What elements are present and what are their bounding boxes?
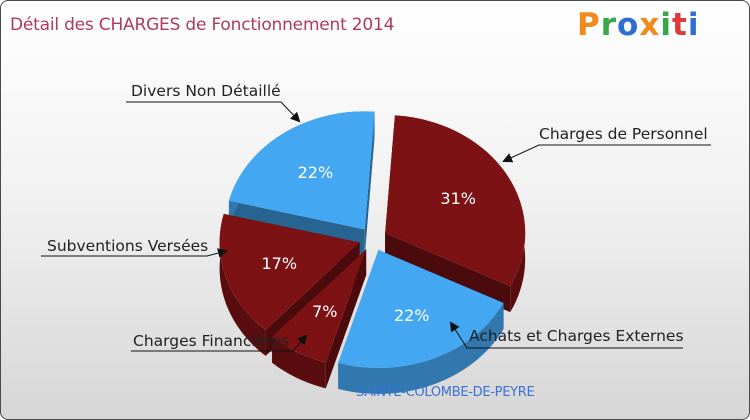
leader-line [126,101,301,123]
slice-category-label: Subventions Versées [47,237,208,255]
slice-percent-label: 22% [394,306,430,325]
slice-category-label: Divers Non Détaillé [131,82,281,100]
pie-slice [228,111,375,230]
proxiti-logo: Proxiti [577,7,700,43]
pie-slice [272,249,367,363]
slice-category-label: Charges Financières [133,332,289,350]
chart-title: Détail des CHARGES de Fonctionnement 201… [10,15,395,35]
slice-percent-label: 17% [261,254,297,273]
leader-line [502,144,711,163]
slice-percent-label: 7% [312,302,337,321]
slice-category-label: Charges de Personnel [539,125,708,143]
commune-name: SAINTE-COLOMBE-DE-PEYRE [356,385,535,400]
leader-line [449,321,683,349]
slice-percent-label: 22% [298,163,334,182]
pie-top-layer: 31% 22% 7% 17% 22% [219,111,526,368]
pie-slice [219,213,360,330]
slice-category-label: Achats et Charges Externes [469,327,684,345]
leader-line [131,334,308,352]
pie-slice [385,115,526,287]
pie-slice [338,249,504,368]
leader-line [41,248,228,258]
slice-percent-label: 31% [440,189,476,208]
